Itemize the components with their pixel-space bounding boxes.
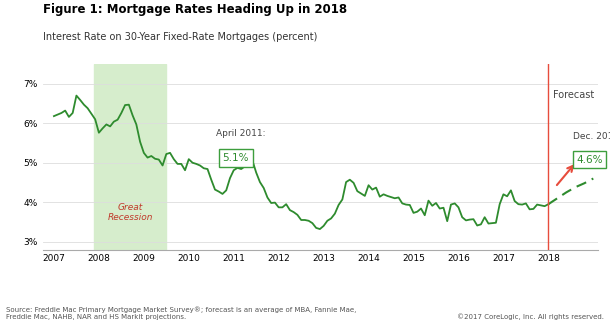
Text: 4.6%: 4.6%	[576, 155, 603, 164]
Text: Forecast: Forecast	[553, 90, 594, 100]
Text: Figure 1: Mortgage Rates Heading Up in 2018: Figure 1: Mortgage Rates Heading Up in 2…	[43, 3, 347, 16]
Text: Source: Freddie Mac Primary Mortgage Market Survey®; forecast is an average of M: Source: Freddie Mac Primary Mortgage Mar…	[6, 306, 356, 320]
Text: Dec. 2018:: Dec. 2018:	[573, 132, 610, 141]
Bar	[95, 64, 167, 250]
Text: Great
Recession: Great Recession	[107, 203, 153, 222]
Text: 5.1%: 5.1%	[223, 153, 249, 163]
Text: ©2017 CoreLogic, Inc. All rights reserved.: ©2017 CoreLogic, Inc. All rights reserve…	[457, 313, 604, 320]
Text: April 2011:: April 2011:	[216, 129, 265, 138]
Text: Interest Rate on 30-Year Fixed-Rate Mortgages (percent): Interest Rate on 30-Year Fixed-Rate Mort…	[43, 32, 317, 42]
